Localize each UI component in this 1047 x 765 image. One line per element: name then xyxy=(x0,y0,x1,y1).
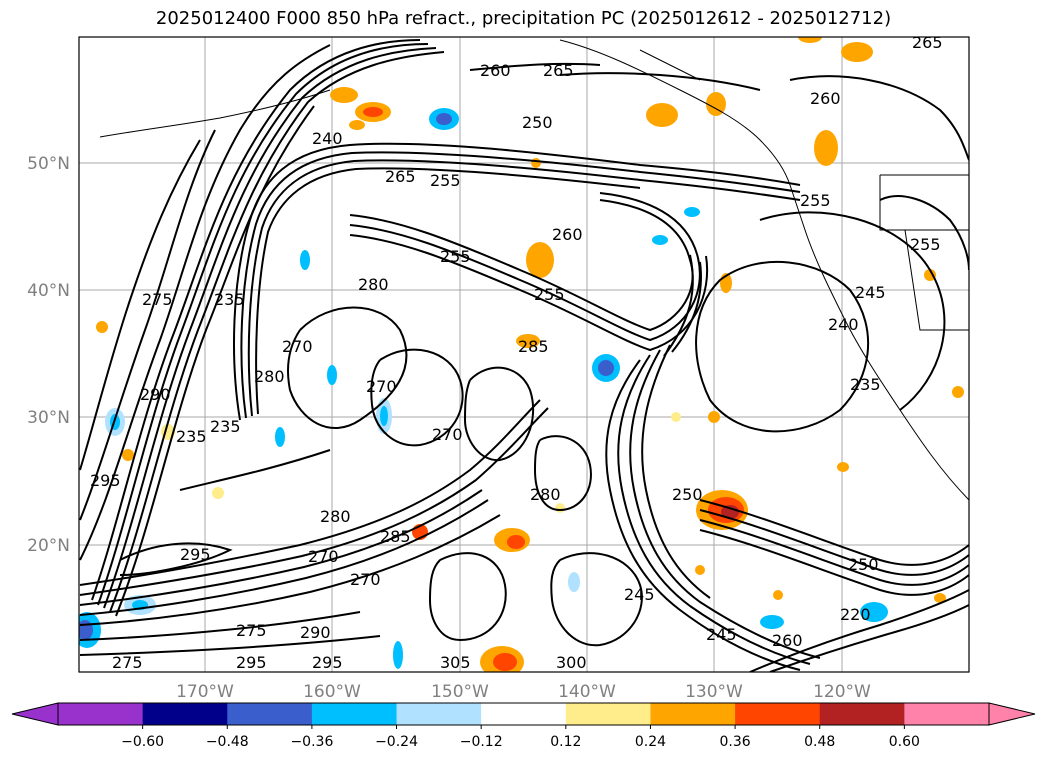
contour-label: 270 xyxy=(282,337,313,356)
colorbar-tick-label: 0.60 xyxy=(889,734,920,750)
contour-label: 255 xyxy=(440,247,471,266)
contour-label: 255 xyxy=(910,235,941,254)
contour-label: 235 xyxy=(214,290,245,309)
contour-label: 300 xyxy=(556,653,587,672)
colorbar-segment xyxy=(650,703,736,725)
contour-label: 265 xyxy=(912,33,943,52)
contour-label: 250 xyxy=(848,555,879,574)
lon-label: 150°W xyxy=(431,682,489,702)
lon-label: 160°W xyxy=(303,682,361,702)
colorbar-segment xyxy=(904,703,990,725)
lon-label: 140°W xyxy=(558,682,616,702)
contour-label: 275 xyxy=(142,290,173,309)
contour-label: 245 xyxy=(624,585,655,604)
contour-label: 235 xyxy=(176,427,207,446)
contour-label: 295 xyxy=(180,545,211,564)
contour-label: 270 xyxy=(350,570,381,589)
colorbar-extend-high xyxy=(988,702,1036,726)
contour-label: 260 xyxy=(552,225,583,244)
lat-label: 40°N xyxy=(27,281,70,301)
contour-label: 235 xyxy=(210,417,241,436)
colorbar-tick-label: 0.12 xyxy=(550,734,581,750)
contour-label: 220 xyxy=(840,605,871,624)
contour-label: 265 xyxy=(385,167,416,186)
colorbar-tick-label: −0.48 xyxy=(206,734,249,750)
colorbar-segment xyxy=(819,703,905,725)
contour-label: 280 xyxy=(530,485,561,504)
contour-label: 260 xyxy=(810,89,841,108)
contour-label: 260 xyxy=(480,61,511,80)
contour-label: 295 xyxy=(90,471,121,490)
contour-label: 255 xyxy=(534,285,565,304)
contour-label: 280 xyxy=(320,507,351,526)
colorbar-tick-label: 0.48 xyxy=(804,734,835,750)
contour-label: 290 xyxy=(300,623,331,642)
colorbar-segment xyxy=(142,703,228,725)
contour-label: 305 xyxy=(440,653,471,672)
precipitation-shading xyxy=(79,37,964,672)
contour-label: 270 xyxy=(366,377,397,396)
contour-label: 295 xyxy=(236,653,267,672)
colorbar-frame xyxy=(57,702,990,726)
refractivity-contours xyxy=(79,39,969,672)
contour-label: 285 xyxy=(380,527,411,546)
longitude-labels: 170°W 160°W 150°W 140°W 130°W 120°W xyxy=(176,682,871,702)
contour-label: 265 xyxy=(543,61,574,80)
contour-label: 240 xyxy=(312,129,343,148)
lon-label: 120°W xyxy=(813,682,871,702)
colorbar-tick-label: −0.24 xyxy=(375,734,418,750)
lon-label: 170°W xyxy=(176,682,234,702)
contour-label: 260 xyxy=(772,631,803,650)
colorbar-tick-label: −0.60 xyxy=(121,734,164,750)
colorbar-tick-label: −0.36 xyxy=(290,734,333,750)
contour-label: 280 xyxy=(254,367,285,386)
lat-label: 50°N xyxy=(27,154,70,174)
colorbar-tick-label: 0.24 xyxy=(635,734,666,750)
colorbar-segment xyxy=(227,703,313,725)
contour-label: 290 xyxy=(140,385,171,404)
coastline xyxy=(99,39,969,501)
contour-label: 250 xyxy=(522,113,553,132)
contour-label: 255 xyxy=(800,191,831,210)
colorbar-extend-low xyxy=(11,702,59,726)
colorbar-segment xyxy=(735,703,821,725)
colorbar-tick-label: −0.12 xyxy=(460,734,503,750)
contour-label: 250 xyxy=(672,485,703,504)
lat-label: 30°N xyxy=(27,408,70,428)
contour-label: 255 xyxy=(430,171,461,190)
latitude-labels: 50°N 40°N 30°N 20°N xyxy=(27,154,70,556)
contour-label: 245 xyxy=(855,283,886,302)
contour-label: 295 xyxy=(312,653,343,672)
contour-label: 235 xyxy=(850,375,881,394)
contour-labels: 265 260 265 250 240 265 255 260 255 260 … xyxy=(90,33,943,672)
contour-label: 270 xyxy=(308,547,339,566)
contour-label: 285 xyxy=(518,337,549,356)
plot-frame xyxy=(78,36,970,673)
colorbar-segment xyxy=(396,703,482,725)
colorbar-segment xyxy=(58,703,144,725)
colorbar-segment xyxy=(565,703,651,725)
colorbar: −0.60 −0.48 −0.36 −0.24 −0.12 0.12 0.24 0.36 0.4… xyxy=(11,702,1036,750)
lat-label: 20°N xyxy=(27,536,70,556)
contour-label: 275 xyxy=(112,653,143,672)
contour-label: 245 xyxy=(706,625,737,644)
contour-label: 280 xyxy=(358,275,389,294)
colorbar-tick-label: 0.36 xyxy=(720,734,751,750)
contour-label: 275 xyxy=(236,621,267,640)
map-title: 2025012400 F000 850 hPa refract., precip… xyxy=(155,8,892,29)
colorbar-segment xyxy=(481,703,567,725)
contour-label: 270 xyxy=(432,425,463,444)
lon-label: 130°W xyxy=(685,682,743,702)
colorbar-segment xyxy=(311,703,398,725)
contour-label: 240 xyxy=(828,315,859,334)
